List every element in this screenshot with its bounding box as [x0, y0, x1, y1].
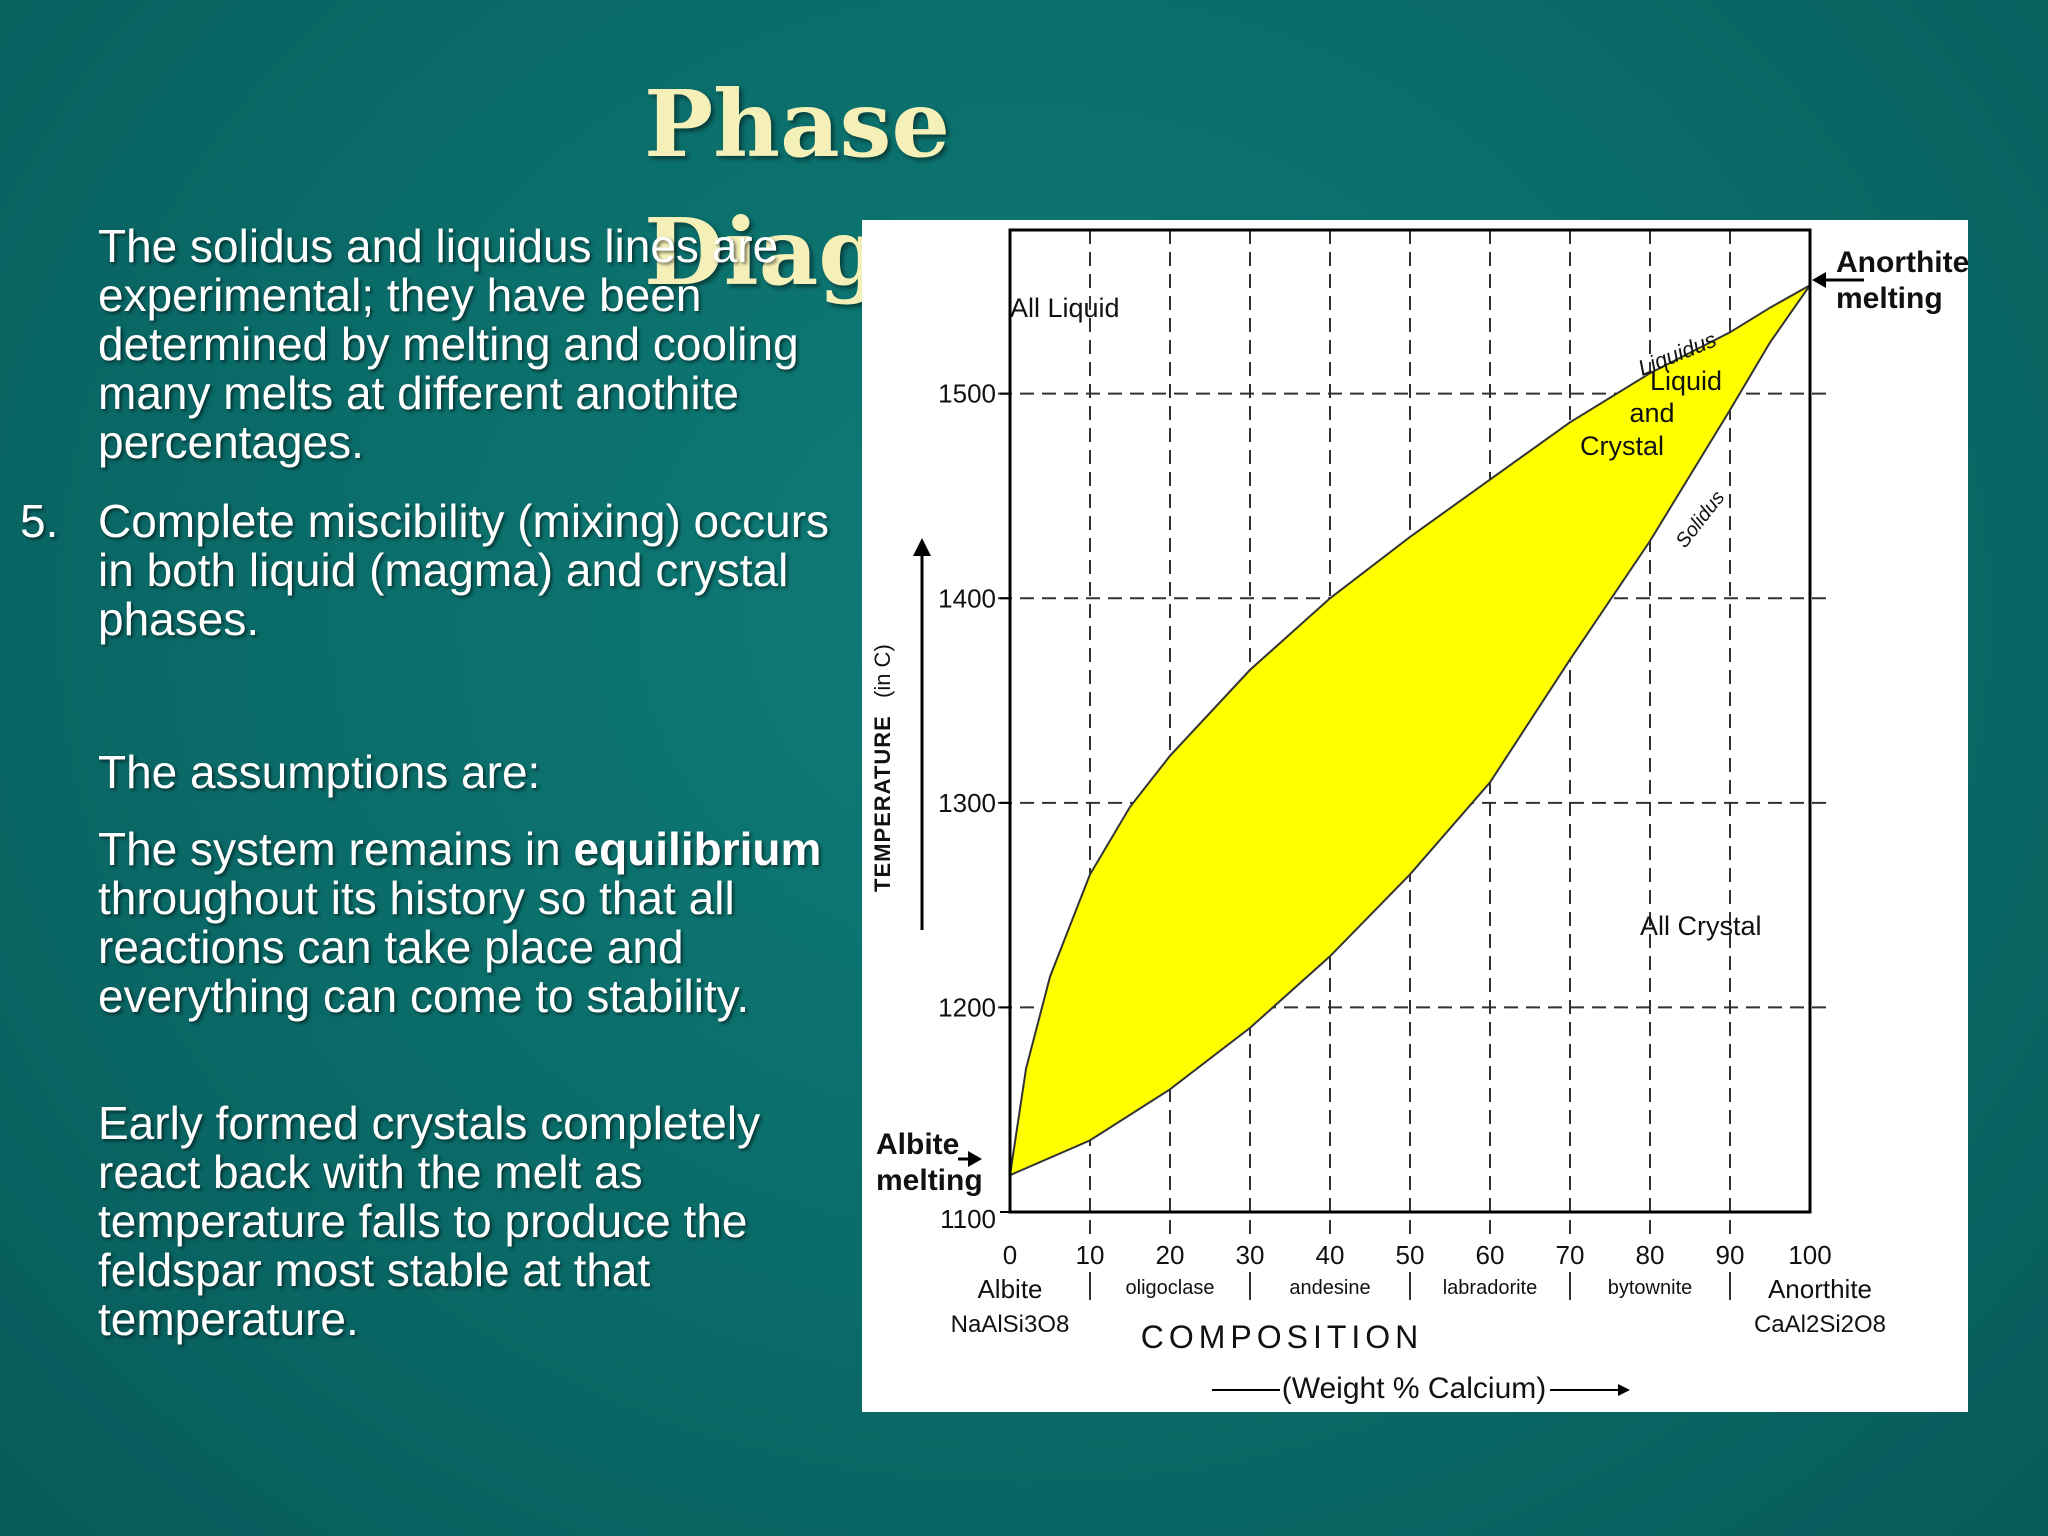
- label-all-liquid: All Liquid: [1010, 293, 1120, 323]
- label-albite-melting-1: Albite: [876, 1128, 959, 1161]
- liquidus-line: [1009, 284, 1811, 1176]
- component-albite-formula: NaAlSi3O8: [951, 1311, 1070, 1338]
- solidus-line: [1009, 284, 1811, 1177]
- mineral-label: labradorite: [1443, 1277, 1538, 1299]
- albite-arrowhead: [968, 1151, 982, 1167]
- y-tick-label: 1400: [938, 583, 996, 613]
- label-anorthite-melting-2: melting: [1836, 282, 1943, 315]
- mineral-label: andesine: [1289, 1277, 1370, 1299]
- x-tick-label: 20: [1156, 1240, 1185, 1270]
- component-albite-label: Albite: [977, 1274, 1042, 1304]
- paragraph-miscibility: 5. Complete miscibility (mixing) occurs …: [20, 495, 840, 645]
- paragraph-text: Early formed crystals completely react b…: [98, 1097, 761, 1345]
- paragraph-text: The solidus and liquidus lines are exper…: [98, 220, 799, 468]
- label-albite-melting-2: melting: [876, 1164, 983, 1197]
- y-tick-label: 1200: [938, 992, 996, 1022]
- phase-diagram-panel: 0 10 20 30 40 50 60 70 80 90 100 1100 1200 1300 1400 1…: [862, 220, 1969, 1412]
- slide-body: The solidus and liquidus lines are exper…: [0, 222, 840, 1344]
- x-axis-label: COMPOSITION: [1141, 1319, 1424, 1355]
- y-axis-label: TEMPERATURE: [870, 715, 895, 892]
- paragraph-text: The assumptions are:: [98, 746, 541, 798]
- paragraph-equilibrium: The system remains in equilibrium throug…: [98, 825, 840, 1021]
- emphasis-equilibrium: equilibrium: [573, 823, 822, 875]
- x-axis-arrowhead: [1618, 1384, 1630, 1396]
- label-crystal: Crystal: [1580, 431, 1664, 461]
- component-anorthite-formula: CaAl2Si2O8: [1754, 1311, 1886, 1338]
- label-all-crystal: All Crystal: [1640, 911, 1762, 941]
- paragraph-text: throughout its history so that all react…: [98, 872, 750, 1022]
- x-tick-label: 10: [1076, 1240, 1105, 1270]
- x-axis-sublabel: (Weight % Calcium): [1282, 1372, 1547, 1405]
- y-axis-arrowhead: [913, 538, 931, 556]
- x-tick-label: 40: [1316, 1240, 1345, 1270]
- label-anorthite-melting-1: Anorthite: [1836, 246, 1968, 279]
- label-liquid: Liquid: [1650, 366, 1722, 396]
- paragraph-assumptions-heading: The assumptions are:: [98, 748, 840, 797]
- component-anorthite-label: Anorthite: [1768, 1274, 1872, 1304]
- y-axis-unit: (in C): [870, 644, 895, 698]
- paragraph-text: The system remains in: [98, 823, 574, 875]
- y-tick-label: 1300: [938, 788, 996, 818]
- x-tick-label: 70: [1556, 1240, 1585, 1270]
- label-and: and: [1629, 398, 1674, 428]
- x-tick-label: 30: [1236, 1240, 1265, 1270]
- x-tick-label: 0: [1003, 1240, 1017, 1270]
- y-tick-label: 1500: [938, 379, 996, 409]
- slide-title: Phase Diag: [644, 70, 951, 306]
- x-tick-label: 50: [1396, 1240, 1425, 1270]
- paragraph-experimental: The solidus and liquidus lines are exper…: [98, 222, 840, 467]
- x-tick-label: 80: [1636, 1240, 1665, 1270]
- anorthite-arrowhead: [1812, 272, 1826, 288]
- list-number: 5.: [20, 495, 59, 547]
- plot-frame: [1008, 228, 1812, 1214]
- paragraph-early-crystals: Early formed crystals completely react b…: [98, 1099, 840, 1344]
- x-tick-label: 100: [1788, 1240, 1831, 1270]
- mineral-label: oligoclase: [1126, 1277, 1215, 1299]
- phase-diagram-chart: 0 10 20 30 40 50 60 70 80 90 100 1100 1200 1300 1400 1…: [870, 228, 1969, 1405]
- label-solidus: Solidus: [1672, 487, 1730, 552]
- mineral-label: bytownite: [1608, 1277, 1693, 1299]
- liquid-crystal-region: [1010, 285, 1810, 1176]
- y-tick-label: 1100: [940, 1204, 996, 1234]
- x-tick-label: 60: [1476, 1240, 1505, 1270]
- paragraph-text: Complete miscibility (mixing) occurs in …: [98, 495, 830, 645]
- x-tick-label: 90: [1716, 1240, 1745, 1270]
